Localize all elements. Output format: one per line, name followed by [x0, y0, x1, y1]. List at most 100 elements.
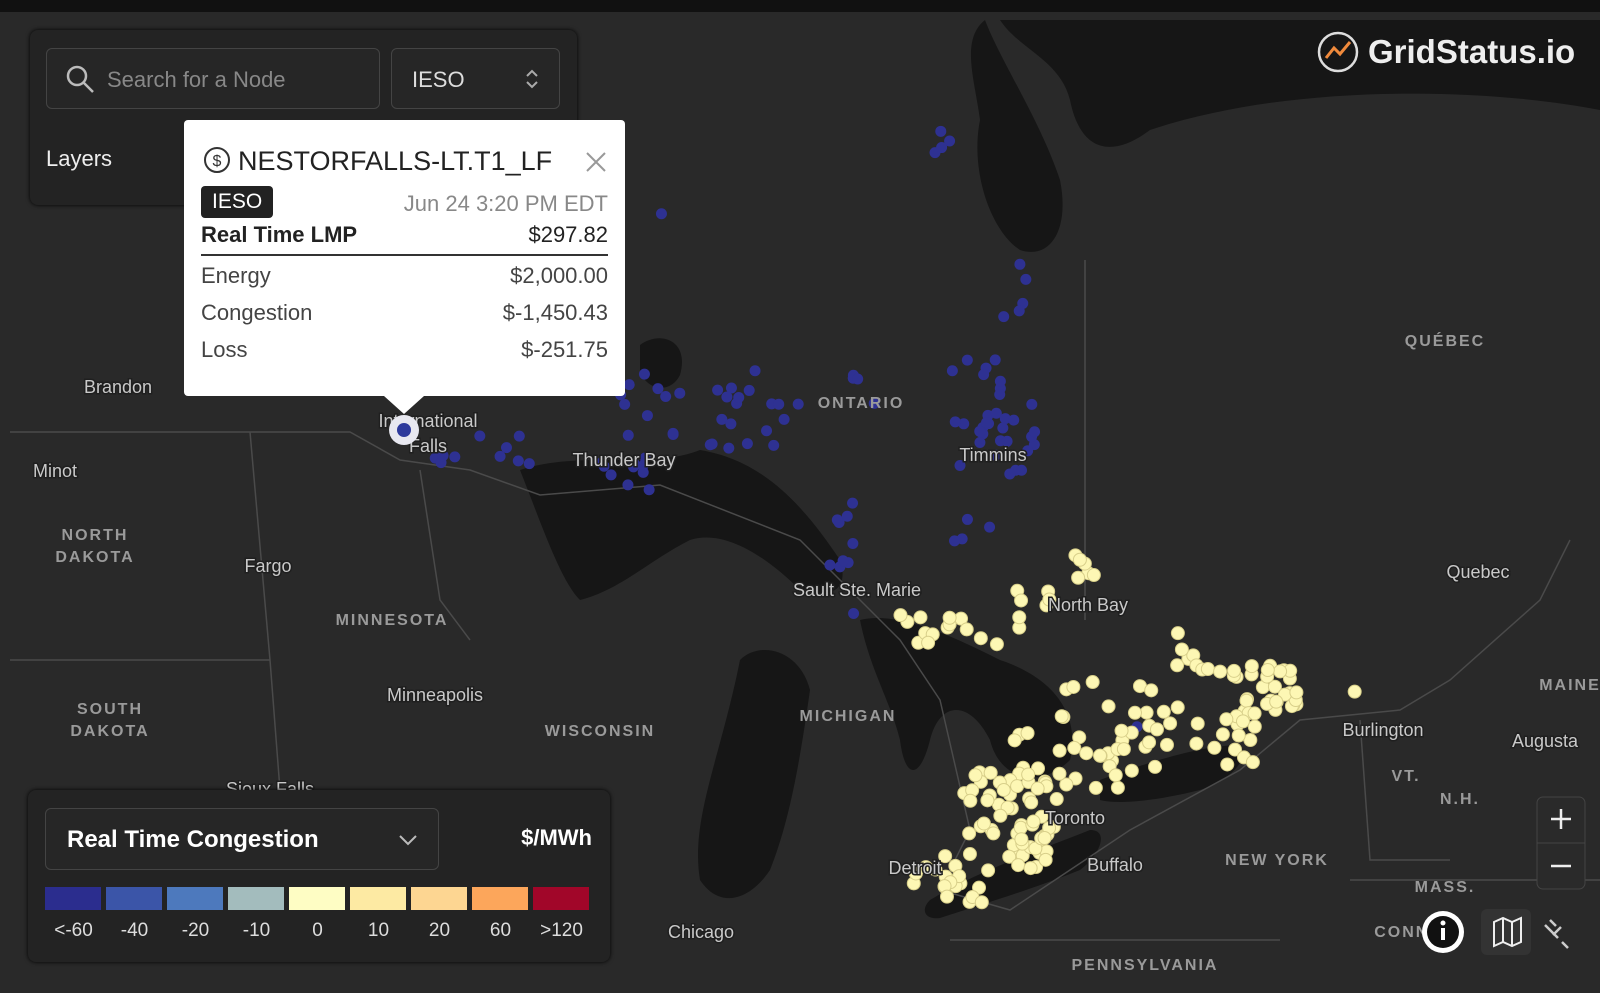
node-marker — [976, 816, 991, 831]
place-label: Brandon — [84, 377, 152, 397]
node-marker — [1001, 435, 1013, 447]
node-marker — [1142, 735, 1157, 750]
node-marker — [716, 413, 728, 425]
state-label: MICHIGAN — [800, 708, 897, 725]
place-label: Buffalo — [1087, 855, 1143, 875]
node-marker — [1059, 777, 1074, 792]
node-popup: $ NESTORFALLS-LT.T1_LF IESO Jun 24 3:20 … — [184, 120, 625, 396]
node-marker — [997, 422, 1009, 434]
node-marker — [1085, 675, 1100, 690]
place-label: Thunder Bay — [572, 450, 675, 470]
node-marker — [643, 484, 655, 496]
bin-label: 60 — [489, 920, 512, 941]
node-marker — [946, 365, 958, 377]
node-marker — [1071, 570, 1086, 585]
place-label: Falls — [409, 436, 447, 456]
node-marker — [847, 497, 859, 509]
row-label: Loss — [201, 337, 248, 362]
timestamp: Jun 24 3:20 PM EDT — [403, 191, 608, 216]
node-marker — [721, 391, 733, 403]
node-marker — [974, 895, 989, 910]
node-marker — [655, 208, 667, 220]
brand-name: GridStatus.io — [1368, 33, 1575, 70]
search-box[interactable]: Search for a Node — [46, 48, 380, 109]
node-marker — [981, 417, 993, 429]
node-marker — [1037, 830, 1052, 845]
layers-toggle[interactable]: Layers — [46, 146, 113, 171]
place-label: Burlington — [1342, 720, 1423, 740]
map-style-button[interactable] — [1481, 909, 1531, 955]
bin-label: 10 — [367, 920, 390, 941]
close-button[interactable] — [584, 150, 608, 174]
node-marker — [996, 782, 1011, 797]
node-marker — [974, 425, 986, 437]
node-marker — [994, 375, 1006, 387]
node-marker — [1016, 464, 1028, 476]
water — [520, 20, 1600, 919]
popup-pointer — [384, 396, 424, 414]
node-marker — [1020, 273, 1032, 285]
place-label: Minot — [33, 461, 77, 481]
node-marker — [1004, 468, 1016, 480]
color-swatch — [45, 887, 101, 910]
node-marker — [1092, 748, 1107, 763]
node-marker — [847, 537, 859, 549]
node-marker — [1022, 445, 1034, 457]
node-marker — [605, 469, 617, 481]
node-marker — [1021, 767, 1036, 782]
node-marker — [1190, 716, 1205, 731]
node-marker — [1002, 849, 1017, 864]
info-button[interactable] — [1422, 911, 1464, 953]
node-marker — [942, 610, 957, 625]
satellite-button[interactable] — [1544, 919, 1569, 949]
bin-label: -20 — [181, 920, 210, 941]
brand-logo[interactable]: GridStatus.io — [1317, 31, 1575, 73]
node-marker — [944, 135, 956, 147]
state-label: NEW YORK — [1225, 852, 1329, 869]
headline-row: Real Time LMP $297.82 — [201, 222, 608, 256]
node-marker — [712, 384, 724, 396]
node-marker — [1219, 712, 1234, 727]
node-marker — [652, 383, 664, 395]
place-label: Chicago — [668, 922, 734, 942]
node-marker — [1014, 593, 1029, 608]
node-marker — [1108, 768, 1123, 783]
node-marker — [641, 410, 653, 422]
selected-dot — [397, 423, 411, 437]
node-marker — [1200, 662, 1215, 677]
color-swatch — [106, 887, 162, 910]
node-marker — [993, 808, 1008, 823]
node-marker — [1052, 743, 1067, 758]
place-label: Fargo — [244, 556, 291, 576]
node-marker — [1008, 414, 1020, 426]
node-marker — [1026, 814, 1041, 829]
node-marker — [1023, 861, 1038, 876]
node-marker — [1235, 714, 1250, 729]
node-marker — [974, 437, 986, 449]
node-marker — [963, 793, 978, 808]
region-select[interactable]: IESO — [391, 48, 560, 109]
node-marker — [619, 398, 631, 410]
zoom-in[interactable] — [1551, 809, 1571, 829]
node-marker — [1116, 742, 1131, 757]
node-marker — [1086, 568, 1101, 583]
node-marker — [954, 460, 966, 472]
node-marker — [1067, 740, 1082, 755]
color-scale — [45, 887, 594, 910]
node-marker — [1189, 736, 1204, 751]
color-swatch — [533, 887, 589, 910]
state-label: DAKOTA — [55, 549, 134, 566]
color-swatch — [350, 887, 406, 910]
metric-select[interactable]: Real Time Congestion — [45, 808, 439, 870]
bin-label: -40 — [120, 920, 149, 941]
state-label: CONN. — [1374, 924, 1436, 941]
node-marker — [437, 450, 449, 462]
svg-text:$: $ — [213, 153, 222, 170]
row-label: Real Time LMP — [201, 222, 358, 247]
legend-panel: Real Time Congestion $/MWh <-60 -40 -20 -10… — [28, 790, 610, 962]
node-marker — [837, 555, 849, 567]
node-marker — [831, 514, 843, 526]
state-label: PENNSYLVANIA — [1072, 957, 1219, 974]
selected-node[interactable] — [389, 415, 419, 445]
